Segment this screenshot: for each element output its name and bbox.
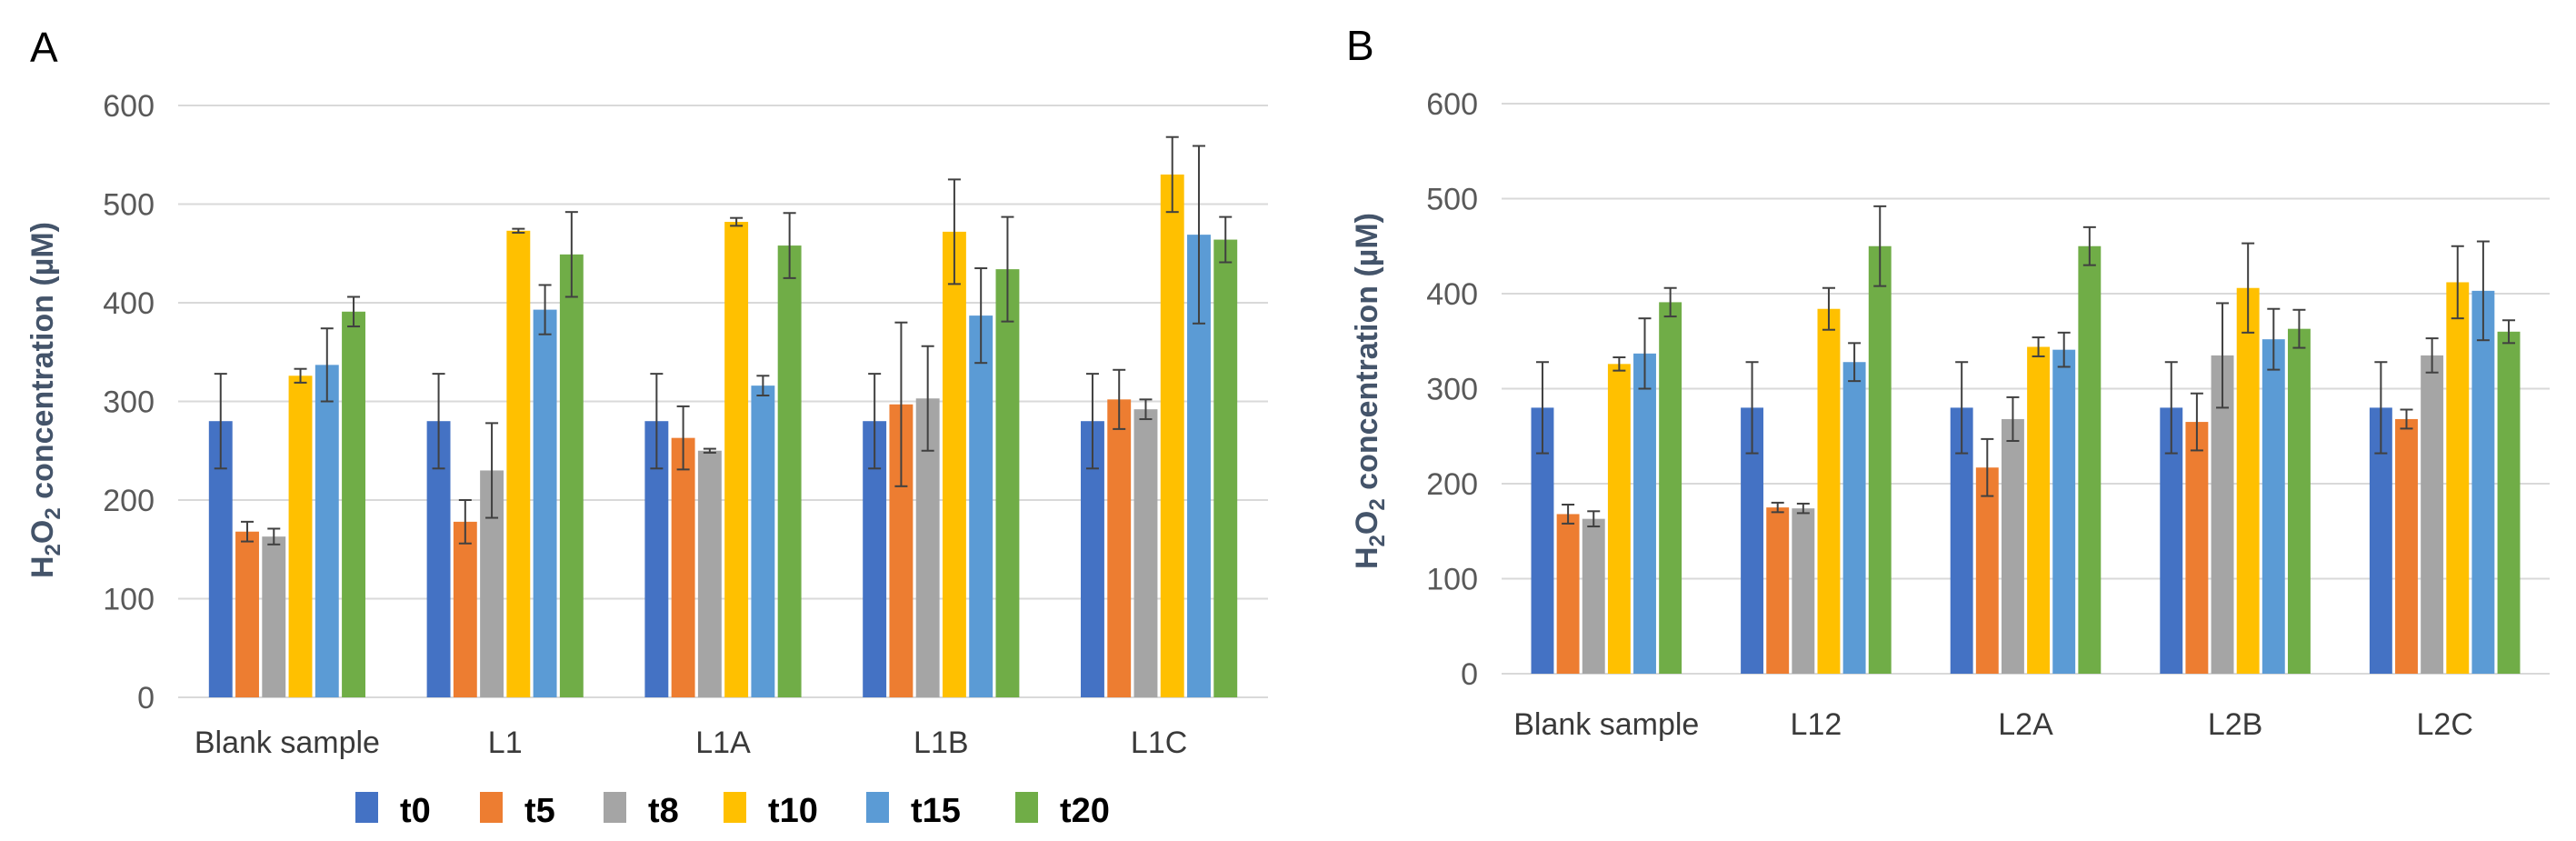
- bar-t10: [2027, 346, 2051, 674]
- bar-t10: [942, 231, 966, 697]
- bar-t20: [342, 311, 365, 697]
- y-tick-label: 600: [1426, 87, 1478, 122]
- legend: t0 t5 t8 t10 t15 t20: [355, 792, 1110, 830]
- x-category-label: L1B: [914, 726, 969, 760]
- y-tick-label: 600: [103, 89, 155, 124]
- y-axis-label-part: concentration (µM): [1350, 213, 1384, 498]
- bar-t20: [2078, 245, 2102, 674]
- bar-t5: [1107, 399, 1132, 697]
- x-category-label: L2C: [2417, 707, 2473, 742]
- legend-swatch-t8: [604, 792, 626, 823]
- bar-t10: [1817, 308, 1841, 674]
- bar-t15: [1633, 353, 1656, 674]
- bar-t15: [1842, 362, 1866, 674]
- legend-label-t15: t15: [911, 792, 961, 830]
- bar-t20: [995, 269, 1020, 697]
- bar-t10: [724, 222, 749, 697]
- bar-t20: [1659, 302, 1682, 674]
- legend-label-t5: t5: [524, 792, 555, 830]
- bar-t15: [969, 315, 993, 697]
- y-axis-label-part: H: [25, 556, 60, 578]
- y-tick-label: 200: [103, 484, 155, 518]
- legend-swatch-t15: [866, 792, 889, 823]
- legend-label-t8: t8: [648, 792, 679, 830]
- bar-t20: [1868, 245, 1892, 674]
- y-tick-label: 0: [1461, 657, 1478, 692]
- bar-t5: [453, 521, 477, 697]
- bar-t15: [315, 365, 339, 697]
- x-category-label: L1: [488, 726, 523, 760]
- bar-t10: [1160, 174, 1184, 697]
- panel-label: B: [1346, 22, 1374, 69]
- bar-t5: [1975, 467, 1999, 674]
- y-axis-label-part: H: [1350, 546, 1384, 569]
- x-category-label: L12: [1791, 707, 1842, 742]
- bar-t8: [1582, 518, 1605, 674]
- bar-t8: [2421, 355, 2444, 674]
- y-tick-label: 100: [103, 583, 155, 617]
- bar-t5: [1766, 507, 1790, 674]
- bar-t10: [2236, 287, 2260, 674]
- legend-swatch-t20: [1015, 792, 1038, 823]
- y-axis-label: H2O2 concentration (µM): [1350, 213, 1390, 569]
- bar-t5: [2185, 422, 2209, 674]
- bar-t20: [777, 245, 802, 697]
- x-category-label: Blank sample: [1513, 707, 1699, 742]
- y-tick-label: 300: [103, 385, 155, 420]
- bar-t8: [2001, 418, 2024, 674]
- y-axis-label-part: 2: [1365, 498, 1390, 510]
- x-category-label: L1C: [1131, 726, 1187, 760]
- bar-t10: [506, 230, 531, 698]
- bar-t8: [1133, 409, 1158, 697]
- panel-label: A: [30, 24, 58, 71]
- bar-t15: [533, 309, 557, 697]
- y-axis-label-part: O: [25, 520, 60, 544]
- bar-t5: [671, 437, 695, 697]
- bar-t20: [559, 254, 584, 697]
- y-axis-label: H2O2 concentration (µM): [25, 222, 65, 578]
- y-tick-label: 400: [1426, 277, 1478, 312]
- bar-t10: [2446, 282, 2470, 674]
- legend-label-t20: t20: [1060, 792, 1110, 830]
- bar-t20: [2287, 328, 2311, 674]
- bar-t8: [1792, 508, 1815, 674]
- y-tick-label: 200: [1426, 467, 1478, 502]
- x-category-label: L2A: [1998, 707, 2053, 742]
- y-axis-label-part: 2: [1365, 535, 1390, 546]
- bar-t5: [2395, 418, 2418, 674]
- bar-t20: [1213, 239, 1238, 697]
- bar-t15: [2052, 349, 2076, 674]
- bar-t8: [262, 536, 286, 697]
- legend-swatch-t10: [724, 792, 746, 823]
- bar-t5: [235, 531, 259, 697]
- bar-t10: [288, 375, 313, 697]
- y-axis-label-part: 2: [41, 544, 65, 556]
- y-tick-label: 500: [1426, 183, 1478, 217]
- y-axis-label-part: O: [1350, 511, 1384, 535]
- bar-t15: [2261, 339, 2285, 674]
- y-tick-label: 500: [103, 188, 155, 223]
- y-tick-label: 300: [1426, 373, 1478, 407]
- bar-t20: [2497, 331, 2521, 674]
- legend-swatch-t5: [480, 792, 503, 823]
- bar-t15: [751, 385, 775, 697]
- x-category-label: L1A: [695, 726, 751, 760]
- y-tick-label: 400: [103, 286, 155, 321]
- bar-t10: [1607, 364, 1631, 674]
- legend-label-t10: t10: [768, 792, 818, 830]
- legend-swatch-t0: [355, 792, 378, 823]
- bar-t15: [2471, 290, 2495, 674]
- legend-label-t0: t0: [400, 792, 431, 830]
- y-axis-label-part: 2: [41, 507, 65, 519]
- bar-t5: [1556, 514, 1580, 674]
- bar-t8: [697, 450, 722, 697]
- x-category-label: Blank sample: [195, 726, 380, 760]
- y-tick-label: 100: [1426, 563, 1478, 597]
- x-category-label: L2B: [2208, 707, 2263, 742]
- y-axis-label-part: concentration (µM): [25, 222, 60, 507]
- y-tick-label: 0: [137, 681, 155, 716]
